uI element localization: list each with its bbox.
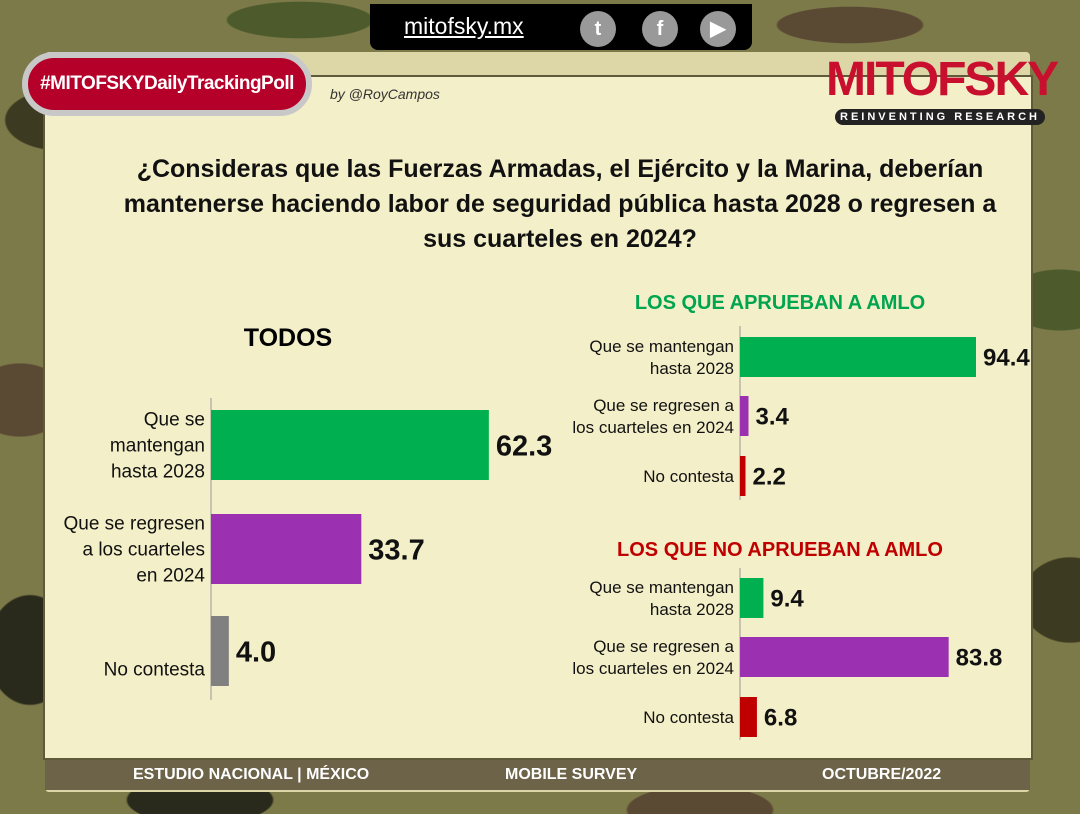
chart-title: LOS QUE APRUEBAN A AMLO [635,292,925,314]
category-label: No contesta [643,708,734,727]
category-label: No contesta [104,660,206,681]
category-label: hasta 2028 [650,600,734,619]
logo-tagline: REINVENTING RESEARCH [835,109,1045,125]
website-link[interactable]: mitofsky.mx [404,13,524,39]
mitofsky-logo: MITOFSKY [826,53,1059,106]
top-bar: mitofsky.mx t f ▶ [370,4,752,50]
hashtag-badge: #MITOFSKYDailyTrackingPoll [22,52,312,116]
twitter-icon[interactable]: t [580,11,616,47]
data-label: 4.0 [236,636,276,668]
category-label: Que se [144,410,205,431]
bar [740,637,949,677]
data-label: 3.4 [756,404,790,431]
bar [211,616,229,686]
bar [740,396,749,436]
bar [740,578,764,618]
category-label: hasta 2028 [111,462,205,483]
bar [211,514,362,584]
footer-study: ESTUDIO NACIONAL | MÉXICO [133,766,370,783]
data-label: 9.4 [770,586,804,613]
category-label: mantengan [110,436,205,457]
category-label: los cuarteles en 2024 [572,659,734,678]
category-label: Que se regresen a [593,396,734,415]
category-label: No contesta [643,467,734,486]
question-title: ¿Consideras que las Fuerzas Armadas, el … [123,155,997,253]
category-label: los cuarteles en 2024 [572,418,734,437]
data-label: 83.8 [956,645,1003,672]
category-label: Que se mantengan [589,578,734,597]
category-label: hasta 2028 [650,359,734,378]
bar [740,456,746,496]
facebook-icon[interactable]: f [642,11,678,47]
category-label: a los cuarteles [82,540,205,561]
footer-date: OCTUBRE/2022 [822,766,942,783]
category-label: Que se regresen [63,514,205,535]
footer: ESTUDIO NACIONAL | MÉXICO MOBILE SURVEY … [45,760,1030,790]
byline: by @RoyCampos [330,86,440,102]
category-label: en 2024 [136,566,205,587]
data-label: 2.2 [753,464,786,491]
data-label: 6.8 [764,705,797,732]
bar [740,697,757,737]
data-label: 94.4 [983,345,1030,372]
bar [740,337,976,377]
category-label: Que se mantengan [589,337,734,356]
category-label: Que se regresen a [593,637,734,656]
data-label: 62.3 [496,430,552,462]
chart-title: TODOS [244,324,332,352]
bar [211,410,489,480]
youtube-icon[interactable]: ▶ [700,11,736,47]
chart-title: LOS QUE NO APRUEBAN A AMLO [617,539,943,561]
footer-survey: MOBILE SURVEY [505,766,638,783]
data-label: 33.7 [368,534,424,566]
